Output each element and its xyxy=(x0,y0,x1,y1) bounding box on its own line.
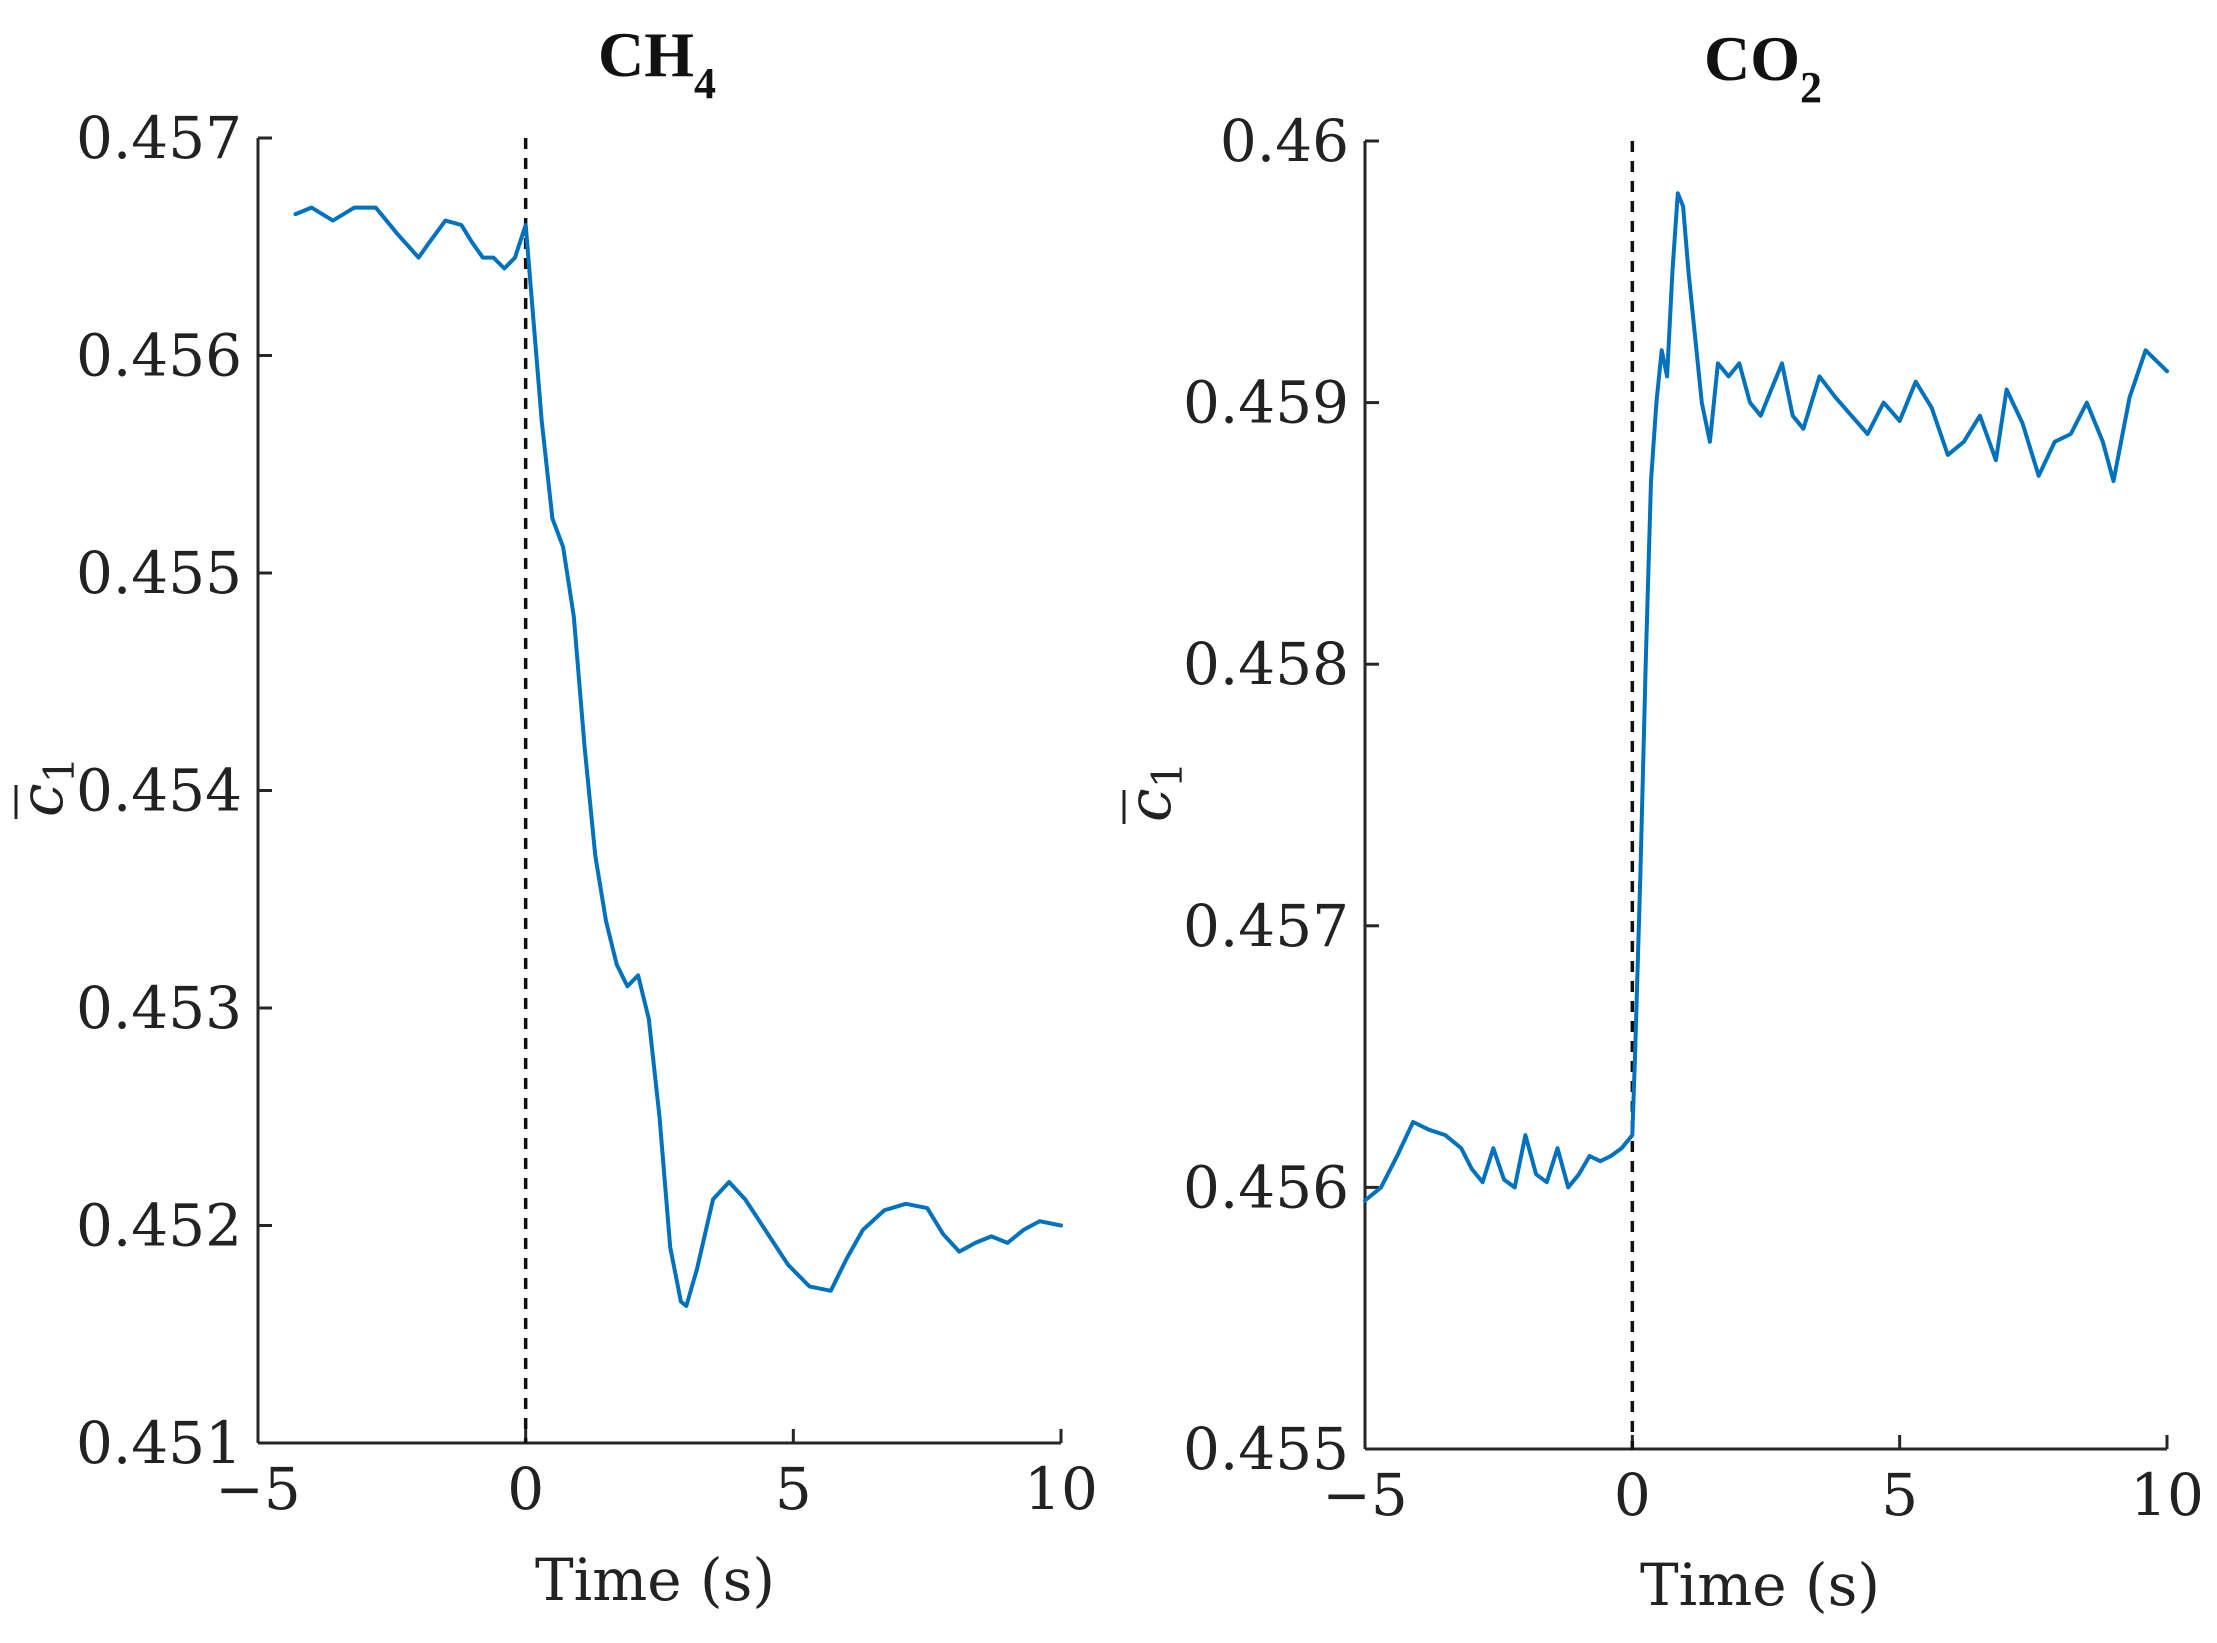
plot-area xyxy=(1363,141,2169,1449)
x-axis-title: Time (s) xyxy=(535,1546,775,1614)
y-axis-title: c1 xyxy=(7,757,84,819)
x-axis-title: Time (s) xyxy=(1640,1551,1880,1619)
y-tick-label: 0.457 xyxy=(76,104,242,172)
y-tick-label: 0.459 xyxy=(1183,369,1349,437)
y-axis-title: c1 xyxy=(1115,762,1192,824)
tick-layer: 0.451 0.452 0.453 0.454 0.455 0.456 0.457 −5 0 5 1… xyxy=(76,104,1098,1523)
svg-text:c1: c1 xyxy=(1115,762,1192,822)
y-tick-label: 0.457 xyxy=(1183,892,1349,960)
plot-area xyxy=(293,138,1063,1443)
x-tick-label: 10 xyxy=(1024,1455,1098,1523)
series-line xyxy=(1363,191,2169,1203)
y-tick-label: 0.456 xyxy=(76,322,242,390)
x-tick-label: 5 xyxy=(775,1455,812,1523)
chart-co2: CO2 c1 Time (s) 0.4550.4560.4570.4580.45… xyxy=(1115,23,2204,1619)
x-tick-label: 10 xyxy=(2130,1461,2204,1529)
y-tick-label: 0.458 xyxy=(1183,630,1349,698)
svg-text:c1: c1 xyxy=(7,757,84,817)
x-tick-label: 0 xyxy=(507,1455,544,1523)
chart-ch4: CH4 c1 Time (s) 0.4510.4520.4530.4540.45… xyxy=(7,19,1098,1614)
y-tick-label: 0.451 xyxy=(76,1409,242,1477)
y-tick-label: 0.456 xyxy=(1183,1153,1349,1221)
y-tick-label: 0.455 xyxy=(76,539,242,607)
series-line xyxy=(293,205,1063,1308)
x-tick-label: 0 xyxy=(1614,1461,1651,1529)
y-tick-label: 0.452 xyxy=(76,1192,242,1260)
y-tick-label: 0.455 xyxy=(1183,1415,1349,1483)
x-tick-label: −5 xyxy=(215,1455,301,1523)
tick-layer: 0.455 0.456 0.457 0.458 0.459 0.46 −5 0 5 10 xyxy=(1183,107,2204,1529)
y-tick-label: 0.46 xyxy=(1220,107,1349,175)
x-tick-label: 5 xyxy=(1881,1461,1918,1529)
y-tick-label: 0.453 xyxy=(76,974,242,1042)
x-tick-label: −5 xyxy=(1322,1461,1408,1529)
chart-title: CH4 xyxy=(598,19,716,108)
chart-title: CO2 xyxy=(1704,23,1822,112)
y-tick-label: 0.454 xyxy=(76,757,242,825)
